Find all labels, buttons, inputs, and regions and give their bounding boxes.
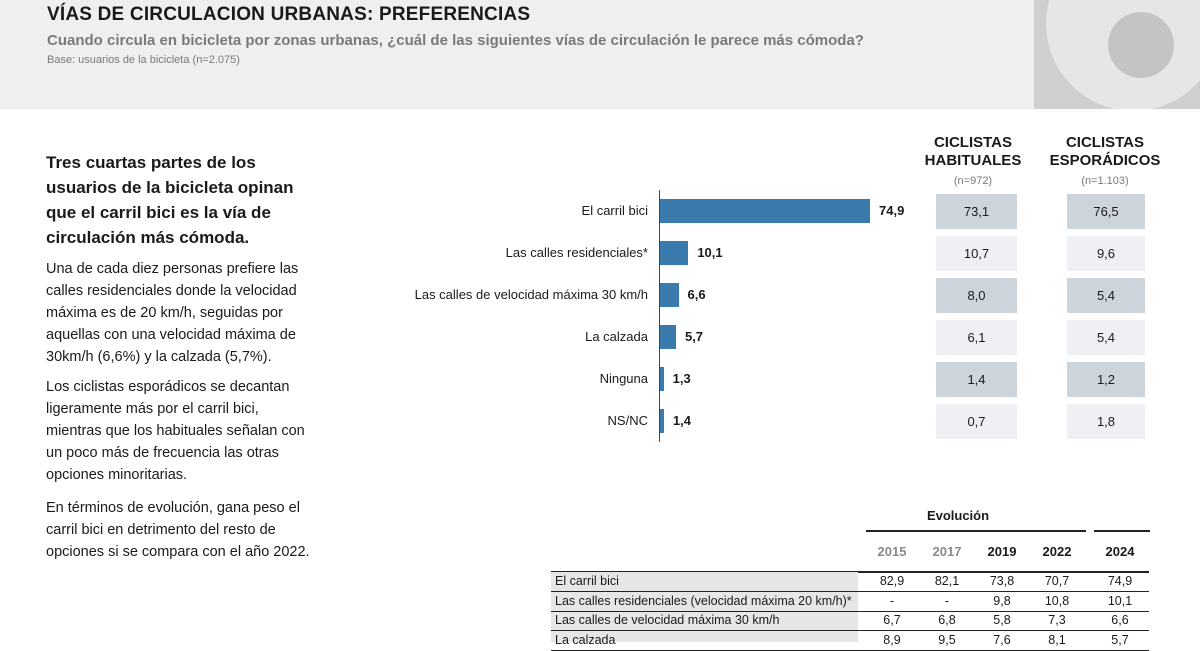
page-title: VÍAS DE CIRCULACION URBANAS: PREFERENCIA…	[47, 4, 531, 25]
intro-highlight: Tres cuartas partes de los usuarios de l…	[46, 153, 294, 247]
sample-base: Base: usuarios de la bicicleta (n=2.075)	[47, 54, 240, 66]
evolution-cell: -	[944, 593, 950, 608]
evolution-row-divider	[551, 649, 1149, 651]
evolution-cell: -	[889, 593, 895, 608]
evolution-year: 2017	[932, 544, 962, 559]
evolution-cell: 10,8	[1044, 593, 1070, 608]
decorative-dot	[1108, 12, 1174, 78]
category-label: Las calles de velocidad máxima 30 km/h	[414, 287, 648, 302]
category-label: El carril bici	[581, 203, 648, 218]
evolution-cell: 5,8	[993, 613, 1011, 627]
evolution-year: 2019	[987, 544, 1017, 559]
evolution-cell: 82,1	[934, 574, 960, 588]
evolution-cell: 9,5	[938, 632, 956, 647]
evolution-cell: 82,9	[879, 574, 905, 588]
paragraph-1: Una de cada diez personas prefiere las c…	[46, 261, 299, 365]
bar	[660, 199, 870, 223]
habituales-value: 73,1	[936, 194, 1017, 229]
evolution-cell: 6,6	[1111, 613, 1129, 627]
esporadicos-value: 76,5	[1067, 194, 1145, 229]
bar	[660, 283, 679, 307]
habituales-value: 10,7	[936, 236, 1017, 271]
evolution-rule-top-2024	[1094, 530, 1150, 532]
category-label: Las calles residenciales*	[505, 245, 648, 260]
paragraph-3: En términos de evolución, gana peso el c…	[46, 500, 310, 560]
evolution-cell: 6,8	[938, 613, 956, 627]
evolution-cell: 7,6	[993, 632, 1011, 647]
esporadicos-value: 5,4	[1067, 278, 1145, 313]
evolution-header-rule	[551, 571, 1149, 573]
evolution-row-label: La calzada	[555, 632, 616, 647]
bar	[660, 241, 689, 265]
habituales-value: 8,0	[936, 278, 1017, 313]
evolution-cell: 7,3	[1048, 613, 1066, 627]
evolution-row-divider	[551, 630, 1149, 631]
evolution-year: 2024	[1105, 544, 1135, 559]
evolution-cell: 74,9	[1107, 574, 1133, 588]
evolution-year: 2022	[1042, 544, 1072, 559]
evolution-row-label: El carril bici	[555, 574, 619, 588]
evolution-cell: 8,1	[1048, 632, 1066, 647]
evolution-cell: 6,7	[883, 613, 901, 627]
evolution-cell: 5,7	[1111, 632, 1129, 647]
evolution-rule-top	[866, 530, 1086, 532]
bar-value-label: 1,4	[672, 413, 691, 428]
bar	[660, 409, 664, 433]
header-band: VÍAS DE CIRCULACION URBANAS: PREFERENCIA…	[0, 0, 1200, 109]
habituales-value: 1,4	[936, 362, 1017, 397]
evolution-title: Evolución	[926, 508, 990, 523]
category-label: La calzada	[585, 329, 648, 344]
question-subtitle: Cuando circula en bicicleta por zonas ur…	[47, 32, 864, 49]
esporadicos-value: 1,8	[1067, 404, 1145, 439]
evolution-row-divider	[551, 591, 1149, 592]
habituales-n: (n=972)	[953, 175, 993, 187]
evolution-cell: 73,8	[989, 574, 1015, 588]
bar	[660, 325, 676, 349]
habituales-value: 0,7	[936, 404, 1017, 439]
esporadicos-value: 9,6	[1067, 236, 1145, 271]
evolution-row-label: Las calles de velocidad máxima 30 km/h	[555, 613, 780, 627]
bar-value-label: 5,7	[684, 329, 704, 344]
paragraph-2: Los ciclistas esporádicos se decantan li…	[46, 379, 305, 483]
evolution-cell: 70,7	[1044, 574, 1070, 588]
esporadicos-n: (n=1.103)	[1081, 175, 1129, 187]
evolution-cell: 9,8	[993, 593, 1011, 608]
habituales-value: 6,1	[936, 320, 1017, 355]
esporadicos-heading: CICLISTAS ESPORÁDICOS	[1049, 134, 1161, 169]
evolution-cell: 8,9	[883, 632, 901, 647]
esporadicos-value: 5,4	[1067, 320, 1145, 355]
evolution-row-label: Las calles residenciales (velocidad máxi…	[555, 593, 852, 608]
bar-value-label: 6,6	[687, 287, 706, 302]
category-label: NS/NC	[607, 413, 648, 428]
bar-value-label: 1,3	[672, 371, 691, 386]
bar-value-label: 74,9	[879, 203, 905, 218]
esporadicos-value: 1,2	[1067, 362, 1145, 397]
category-label: Ninguna	[599, 371, 648, 386]
evolution-cell: 10,1	[1107, 593, 1133, 608]
evolution-row-divider	[551, 610, 1149, 612]
habituales-heading: CICLISTAS HABITUALES	[924, 134, 1022, 169]
chart-axis	[659, 190, 660, 442]
bar-value-label: 10,1	[697, 245, 723, 260]
bar	[660, 367, 664, 391]
evolution-year: 2015	[877, 544, 907, 559]
